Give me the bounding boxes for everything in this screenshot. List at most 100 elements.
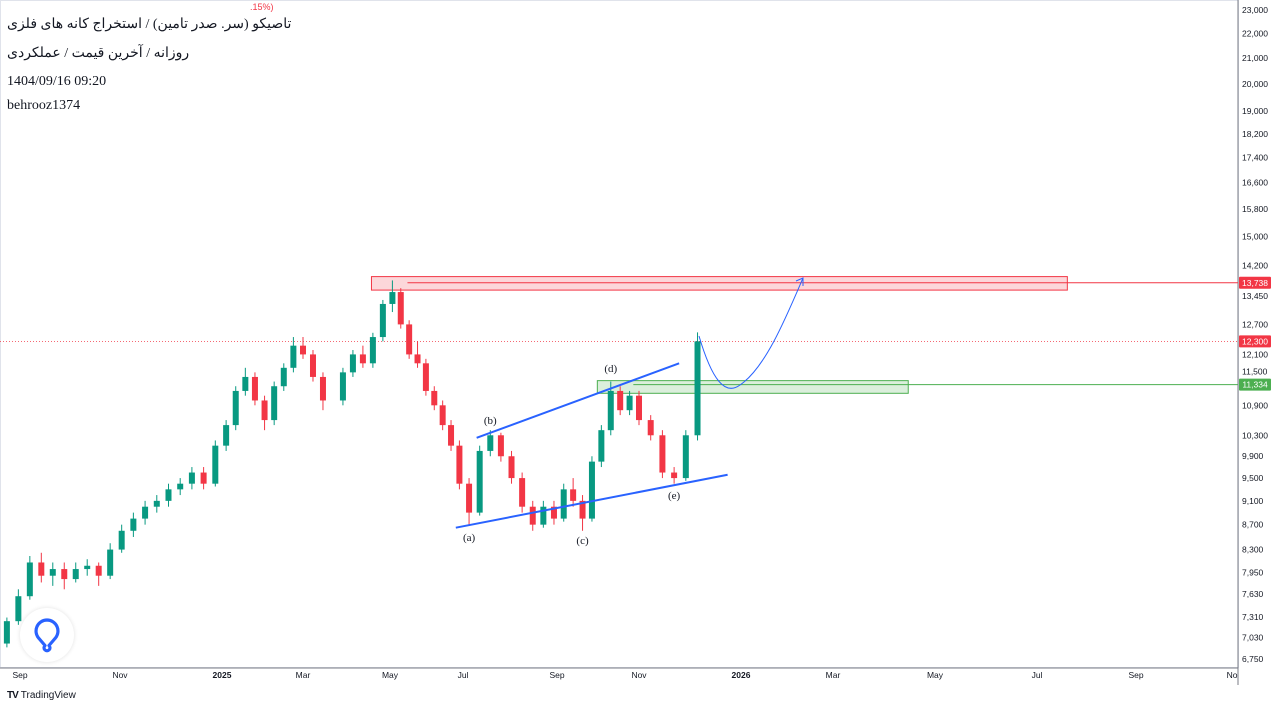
candle [448,420,455,451]
candle-body [647,420,654,436]
candle-body [497,435,504,457]
time-tick-label: Sep [549,670,564,680]
price-tick-label: 8,300 [1242,545,1264,555]
price-label-badge [1239,335,1271,348]
candle-body [349,354,356,373]
wave-label: (c) [576,535,589,547]
price-tick-label: 19,000 [1242,106,1268,116]
candle-body [550,506,557,519]
candle-body [118,530,125,550]
candle [339,367,346,406]
candle-body [359,354,366,364]
candle-body [165,489,172,501]
price-tick-label: 16,600 [1242,178,1268,188]
chart-subtitle: روزانه / آخرین قیمت / عملکردی [7,46,190,61]
time-tick-label: Jul [1032,670,1043,680]
candle-body [560,489,567,519]
price-tick-label: 22,000 [1242,29,1268,39]
candle [636,390,642,426]
price-tick-label: 14,200 [1242,260,1268,270]
candle [671,467,678,484]
candle [300,337,306,359]
candle [422,358,429,396]
candle-body [61,569,68,580]
time-tick-label: May [927,670,944,680]
balloon-logo-icon [20,608,74,662]
candle [476,445,483,516]
price-tick-label: 9,500 [1242,473,1264,483]
price-tick-label: 17,400 [1242,153,1268,163]
candle-body [107,549,114,576]
candle [550,500,557,525]
candle-body [389,292,396,304]
candle-body [379,303,386,338]
price-tick-label: 15,000 [1242,231,1268,241]
candle-body [280,367,287,387]
candle [406,320,413,359]
candle-body [659,435,666,473]
price-tick-label: 6,750 [1242,654,1264,664]
candle [107,543,114,580]
candle [466,478,473,525]
candle-body [261,400,268,421]
candle [607,381,614,436]
trendline [455,473,728,529]
candle-body [529,506,536,525]
candle [456,440,463,490]
candle [3,617,10,648]
candle-body [339,372,346,401]
candle [118,524,125,553]
candle-body [84,565,91,570]
wave-label: (e) [668,490,681,502]
tradingview-brand[interactable]: TV TradingView [7,690,76,701]
candle-body [540,506,547,525]
time-tick-label: Mar [826,670,841,680]
candle [84,559,91,576]
candle-body [598,430,605,462]
price-label-badge [1239,378,1271,391]
price-label-text: 11,334 [1242,380,1268,390]
candle [349,350,356,377]
price-tick-label: 8,700 [1242,520,1264,530]
candle-body [223,425,230,446]
candle [487,430,494,457]
candle [72,562,79,583]
price-tick-label: 21,000 [1242,53,1268,63]
candle-body [15,596,22,622]
candle [397,288,404,329]
price-tick-label: 7,950 [1242,567,1264,577]
candle [49,562,56,586]
candle [560,483,567,522]
candle-body [466,483,473,513]
candle [579,495,586,531]
candle-body [38,562,45,576]
candle-body [694,341,701,436]
candle [309,350,316,382]
trendline [476,362,680,439]
candle-body [142,506,149,519]
candle-body [406,324,413,355]
candle-body [251,376,258,401]
candle [519,472,526,513]
candle [570,478,577,507]
time-tick-label: Nov [631,670,647,680]
time-tick-label: Sep [12,670,27,680]
candle [359,345,366,368]
price-tick-label: 18,200 [1242,129,1268,139]
time-tick-label: No [1227,670,1238,680]
candle-body [130,518,137,531]
candle [280,363,287,391]
time-tick-label: Mar [296,670,311,680]
candle [389,280,396,313]
candle-body [242,376,249,391]
candle-body [319,376,326,401]
price-tick-label: 10,300 [1242,430,1268,440]
candle-body [588,461,595,519]
price-label-badge [1239,276,1271,289]
candle-body [519,478,526,507]
candle [242,367,249,396]
candle [15,589,22,625]
candle-body [431,390,438,406]
brand-name: TradingView [20,690,76,701]
